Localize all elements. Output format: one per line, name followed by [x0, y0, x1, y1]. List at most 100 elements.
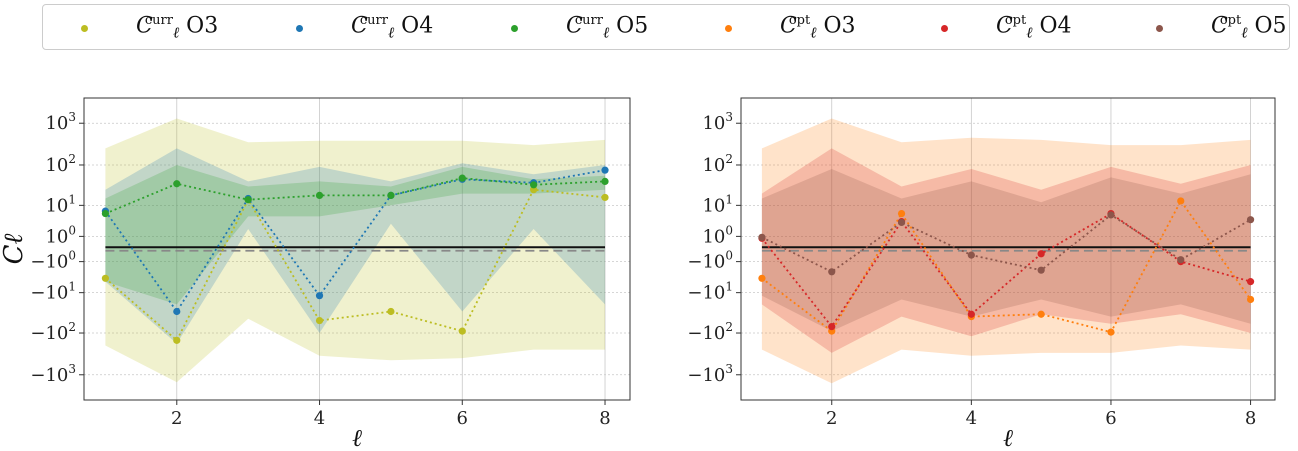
confidence-band: [761, 169, 1251, 332]
legend-item-curr-O3: Ccurrℓ O3: [81, 5, 218, 51]
data-point: [1246, 278, 1255, 286]
data-point: [244, 196, 252, 204]
x-tick-label: 4: [966, 408, 977, 429]
y-axis-label: Cℓ: [0, 233, 29, 264]
x-tick-label: 8: [599, 408, 610, 429]
data-point: [967, 251, 975, 259]
data-point: [967, 313, 975, 321]
y-tick-label: −103: [30, 362, 76, 386]
data-point: [101, 209, 110, 218]
data-point: [244, 194, 252, 203]
data-point: [101, 207, 110, 215]
y-tick-label: −101: [687, 280, 733, 304]
data-point: [1037, 266, 1045, 274]
data-point: [387, 307, 395, 316]
legend-item-curr-O5: Ccurrℓ O5: [511, 5, 648, 51]
confidence-band: [761, 118, 1251, 384]
data-point: [1107, 328, 1115, 336]
data-point: [601, 193, 609, 202]
data-point: [315, 191, 324, 199]
x-axis-label: ℓ: [352, 424, 362, 451]
series-line: [104, 188, 606, 342]
data-point: [315, 292, 324, 300]
legend-label: Ccurrℓ O5: [566, 13, 649, 42]
confidence-band: [105, 165, 606, 305]
data-point: [1177, 197, 1185, 205]
legend-item-opt-O3: Coptℓ O3: [725, 5, 856, 51]
y-tick-label: 102: [45, 152, 76, 176]
data-point: [1107, 211, 1115, 219]
x-tick-label: 8: [1245, 408, 1256, 429]
y-tick-label: −100: [30, 249, 76, 273]
y-tick-label: −102: [687, 320, 733, 344]
x-tick-label: 6: [457, 408, 468, 429]
confidence-band: [761, 148, 1251, 353]
data-point: [173, 307, 181, 316]
data-point: [530, 179, 538, 187]
series-line: [761, 199, 1252, 334]
data-point: [828, 268, 836, 276]
data-point: [458, 175, 466, 183]
legend-label: Ccurrℓ O3: [136, 13, 219, 42]
plot-frame: [83, 97, 631, 401]
legend-marker: [1156, 24, 1163, 32]
data-point: [244, 196, 252, 204]
data-point: [1037, 250, 1045, 258]
confidence-band: [105, 118, 606, 383]
legend: Ccurrℓ O3 Ccurrℓ O4 Ccurrℓ O5 Coptℓ O3 Coptℓ…: [42, 4, 1290, 50]
data-point: [758, 274, 766, 282]
data-point: [897, 209, 906, 218]
data-point: [828, 323, 836, 331]
data-point: [897, 218, 906, 227]
x-axis-label: ℓ: [1003, 424, 1013, 451]
legend-label: Coptℓ O3: [780, 13, 856, 42]
y-tick-label: −103: [687, 362, 733, 386]
data-point: [601, 177, 609, 185]
legend-label: Coptℓ O5: [1211, 13, 1287, 42]
x-tick-label: 6: [1105, 408, 1116, 429]
x-tick-label: 4: [314, 408, 325, 429]
data-point: [967, 310, 975, 318]
legend-marker: [941, 24, 948, 32]
series-line: [761, 213, 1252, 273]
data-point: [1107, 209, 1115, 218]
y-tick-label: 102: [702, 152, 733, 176]
data-point: [897, 218, 906, 226]
data-point: [1246, 295, 1255, 304]
data-point: [173, 180, 181, 188]
legend-item-curr-O4: Ccurrℓ O4: [296, 5, 433, 51]
series-line: [105, 177, 606, 215]
y-tick-label: 103: [45, 110, 76, 134]
data-point: [758, 234, 766, 242]
data-point: [173, 336, 181, 344]
x-tick-label: 2: [171, 408, 182, 429]
legend-item-opt-O4: Coptℓ O4: [941, 5, 1072, 51]
y-tick-label: −102: [30, 320, 76, 344]
data-point: [758, 233, 766, 241]
data-point: [530, 181, 538, 189]
legend-marker: [511, 24, 518, 32]
x-tick-label: 2: [826, 408, 837, 429]
y-tick-label: 101: [702, 192, 733, 216]
data-point: [458, 327, 466, 335]
data-point: [530, 186, 538, 194]
data-point: [1037, 310, 1045, 318]
legend-label: Ccurrℓ O4: [351, 13, 434, 42]
y-tick-label: 100: [702, 223, 733, 247]
legend-marker: [296, 24, 303, 32]
data-point: [458, 174, 466, 182]
data-point: [828, 327, 836, 335]
data-point: [387, 191, 395, 199]
data-point: [387, 191, 395, 199]
legend-marker: [725, 24, 732, 32]
data-point: [315, 316, 324, 325]
series-line: [104, 169, 606, 314]
data-point: [101, 274, 110, 282]
legend-label: Coptℓ O4: [996, 13, 1072, 42]
legend-marker: [81, 24, 88, 32]
series-line: [761, 212, 1251, 329]
y-tick-label: 101: [45, 192, 76, 216]
confidence-band: [105, 148, 606, 344]
legend-item-opt-O5: Coptℓ O5: [1156, 5, 1287, 51]
